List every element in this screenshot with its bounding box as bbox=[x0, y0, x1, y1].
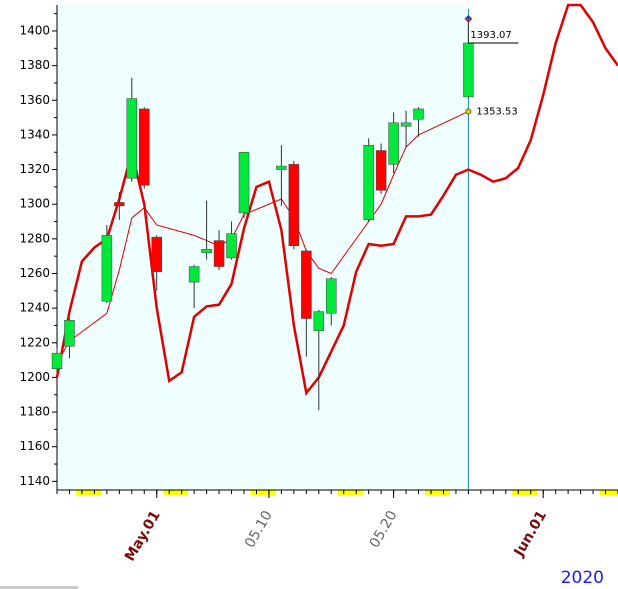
history-area bbox=[57, 5, 469, 490]
weekend-marker bbox=[163, 490, 189, 495]
weekend-marker bbox=[250, 490, 276, 495]
candle-body bbox=[114, 202, 125, 207]
candle-body bbox=[363, 145, 374, 221]
high-marker-lower bbox=[464, 18, 473, 23]
candle-body bbox=[213, 240, 225, 267]
y-tick-label: 1260 bbox=[19, 266, 50, 280]
y-tick-label: 1160 bbox=[19, 439, 50, 453]
candle-body bbox=[226, 233, 237, 259]
line-end-label: 1353.53 bbox=[476, 106, 517, 117]
weekend-marker bbox=[512, 490, 538, 495]
high-marker bbox=[464, 14, 473, 19]
y-tick-label: 1280 bbox=[19, 231, 50, 245]
candle-body bbox=[388, 122, 399, 165]
indicator-line bbox=[55, 3, 618, 396]
candle-body bbox=[463, 42, 474, 98]
year-label: 2020 bbox=[561, 568, 604, 588]
candle-body bbox=[276, 165, 287, 170]
candle-body bbox=[139, 108, 150, 186]
candle-body bbox=[326, 278, 337, 314]
candle-body bbox=[400, 122, 412, 127]
line-end-marker bbox=[465, 108, 472, 115]
x-tick-label: 05.10 bbox=[242, 508, 276, 551]
x-tick-label: Jun.01 bbox=[511, 508, 550, 560]
candle-body bbox=[238, 151, 250, 214]
candle-body bbox=[101, 235, 113, 302]
candle-body bbox=[288, 164, 300, 247]
weekend-marker bbox=[599, 490, 618, 495]
x-tick-label: May.01 bbox=[122, 508, 164, 564]
candle-body bbox=[301, 250, 312, 319]
y-tick-label: 1240 bbox=[19, 301, 50, 315]
weekend-marker bbox=[337, 490, 363, 495]
weekend-marker bbox=[425, 490, 450, 495]
y-tick-label: 1340 bbox=[19, 127, 50, 141]
y-tick-label: 1400 bbox=[19, 23, 50, 37]
candle-body bbox=[201, 248, 212, 253]
candle-body bbox=[188, 266, 200, 283]
y-tick-label: 1320 bbox=[19, 162, 50, 176]
candle-body bbox=[313, 311, 325, 331]
candle-body bbox=[375, 150, 387, 191]
scrollbar bbox=[0, 586, 78, 589]
close-label: 1393.07 bbox=[470, 30, 511, 41]
y-tick-label: 1300 bbox=[19, 197, 50, 211]
y-tick-label: 1140 bbox=[19, 474, 50, 488]
candle-body bbox=[51, 352, 63, 369]
candle-body bbox=[151, 236, 162, 273]
y-tick-label: 1200 bbox=[19, 370, 50, 384]
candle-body bbox=[413, 108, 424, 120]
y-tick-label: 1380 bbox=[19, 58, 50, 72]
y-tick-label: 1360 bbox=[19, 93, 50, 107]
x-tick-label: 05.20 bbox=[367, 508, 401, 551]
candle-body bbox=[126, 98, 138, 179]
weekend-marker bbox=[75, 490, 101, 495]
candle-body bbox=[64, 320, 75, 347]
y-tick-label: 1220 bbox=[19, 335, 50, 349]
y-tick-label: 1180 bbox=[19, 405, 50, 419]
